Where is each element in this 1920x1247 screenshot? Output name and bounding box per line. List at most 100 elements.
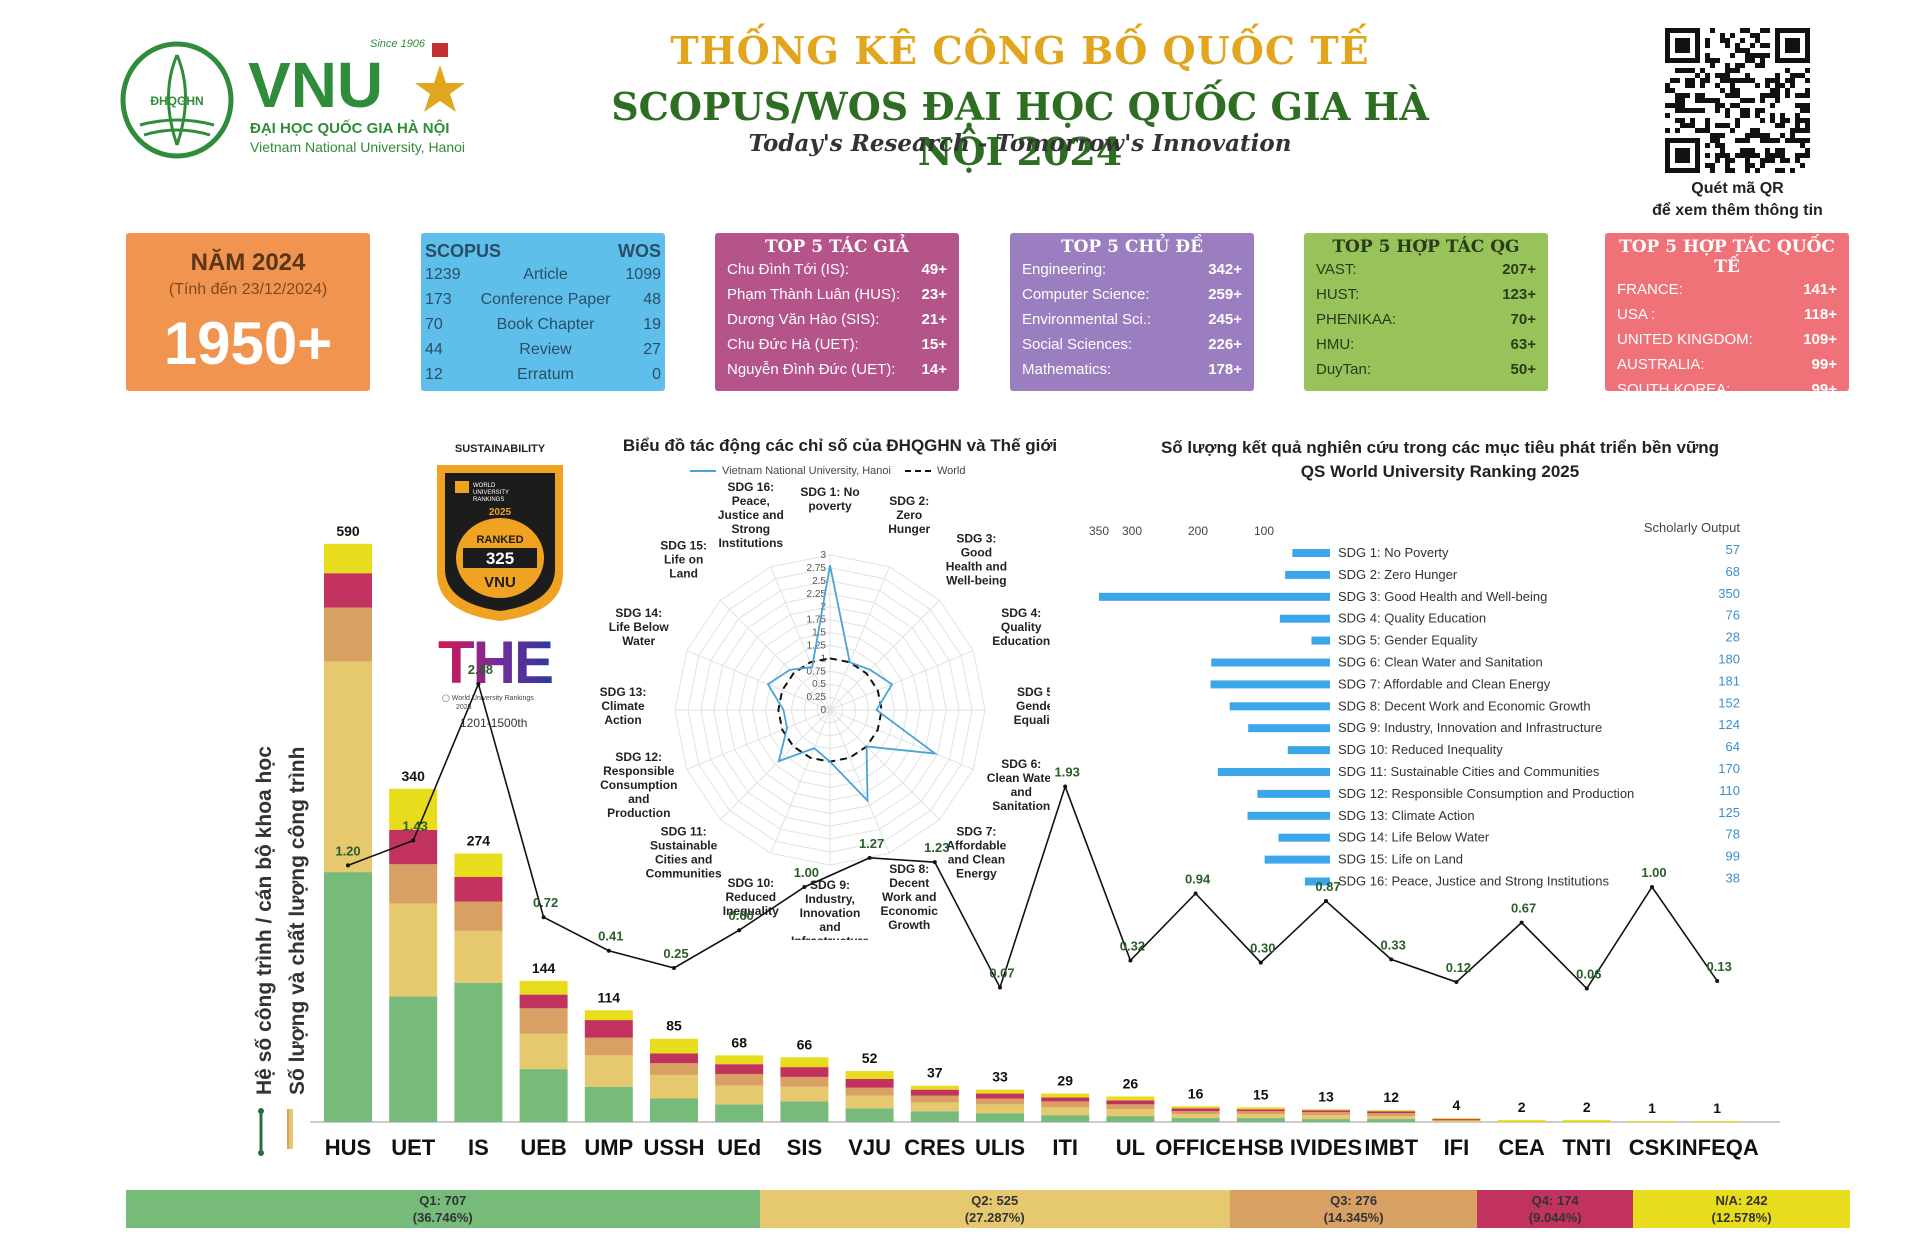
- item-name: Chu Đình Tới (IS):: [727, 261, 850, 278]
- ratio-label: 0.72: [533, 895, 558, 910]
- wos-count: 48: [643, 291, 661, 308]
- wos-count: 1099: [625, 266, 661, 283]
- bar-segment-q4: [1106, 1100, 1155, 1105]
- logo-name-vi: ĐẠI HỌC QUỐC GIA HÀ NỘI: [250, 119, 449, 137]
- radar-axis-label: SDG 6: Clean Water and Sanitation: [987, 757, 1050, 813]
- x-tick-label: 200: [1188, 524, 1208, 538]
- main-title-line2: SCOPUS/WOS ĐẠI HỌC QUỐC GIA HÀ NỘI 2024: [611, 84, 1429, 174]
- sdg-bar: [1292, 549, 1330, 557]
- bar-segment-q3: [1041, 1101, 1090, 1108]
- bar-total-label: 340: [402, 768, 426, 784]
- quartile-percent: (36.746%): [412, 1210, 473, 1225]
- radar-tick-label: 2.75: [807, 563, 827, 574]
- quartile-percent: (12.578%): [1711, 1210, 1772, 1225]
- category-tick-label: ITI: [1052, 1135, 1078, 1160]
- list-item: FRANCE: 141+: [1605, 277, 1849, 302]
- bar-segment-q3: [910, 1095, 959, 1103]
- scopus-count: 12: [425, 366, 443, 383]
- publication-type: Article: [523, 266, 568, 283]
- radar-axis-label: SDG 10: Reduced Inequality: [723, 876, 779, 918]
- as-of-date: (Tính đến 23/12/2024): [168, 281, 328, 298]
- sdg-value-label: 170: [1718, 761, 1740, 776]
- bar-segment-q3: [1106, 1104, 1155, 1110]
- bar-segment-na: [1432, 1118, 1481, 1120]
- y-axis-label-line: Hệ số công trình / cán bộ khoa học: [253, 746, 276, 1095]
- category-tick-label: INFEQA: [1676, 1135, 1759, 1160]
- bar-total-label: 26: [1123, 1076, 1139, 1092]
- ratio-point: [411, 838, 416, 843]
- ratio-label: 0.94: [1185, 871, 1211, 886]
- bar-segment-q3: [389, 864, 438, 904]
- ratio-point: [1650, 885, 1654, 889]
- list-item: Chu Đình Tới (IS): 49+: [715, 257, 959, 282]
- quartile-segment-q4: Q4: 174 (9.044%): [1477, 1190, 1634, 1228]
- quartile-summary-bar: Q1: 707 (36.746%) Q2: 525 (27.287%) Q3: 276 (…: [126, 1190, 1850, 1228]
- bar-segment-q2: [1236, 1114, 1285, 1119]
- sdg-output-bar-chart: Scholarly Output 350 300 200 100 SDG 1: No Po…: [1089, 520, 1740, 889]
- ratio-point: [1324, 899, 1328, 904]
- list-item: Phạm Thành Luân (HUS): 23+: [715, 282, 959, 307]
- item-value: 15+: [921, 336, 947, 353]
- bar-segment-q2: [1302, 1115, 1350, 1120]
- item-value: 207+: [1502, 261, 1536, 278]
- sustainability-label: SUSTAINABILITY: [454, 443, 546, 455]
- sdg-value-label: 110: [1719, 783, 1740, 798]
- ratio-point: [476, 681, 481, 686]
- qr-code[interactable]: [1665, 28, 1810, 173]
- qs-rank-number: 325: [486, 549, 514, 568]
- category-tick-label: UL: [1116, 1135, 1145, 1160]
- qs-line3: RANKINGS: [473, 497, 504, 503]
- item-name: Phạm Thành Luân (HUS):: [727, 286, 901, 303]
- bar-segment-q3: [454, 901, 503, 931]
- item-name: PHENIKAA:: [1316, 311, 1397, 328]
- scopus-count: 1239: [425, 266, 461, 283]
- bar-segment-q3: [519, 1008, 568, 1034]
- bar-segment-q3: [1236, 1111, 1285, 1115]
- bar-segment-q3: [584, 1037, 633, 1056]
- year-summary-box: NĂM 2024 (Tính đến 23/12/2024) 1950+: [126, 233, 370, 391]
- the-caption-1: World University Rankings: [451, 695, 534, 702]
- bar-segment-na: [1562, 1120, 1611, 1122]
- category-tick-label: VJU: [848, 1135, 891, 1160]
- bar-segment-q3: [1171, 1111, 1220, 1115]
- sdg-value-label: 68: [1726, 564, 1740, 579]
- sdg-bar-title-line2: QS World University Ranking 2025: [1300, 462, 1580, 481]
- ratio-line: [347, 681, 1718, 990]
- publication-type-row: 173 Conference Paper 48: [421, 287, 665, 312]
- bar-segment-q3: [650, 1063, 698, 1075]
- item-name: USA :: [1617, 306, 1656, 323]
- bar-segment-q2: [389, 903, 438, 997]
- sdg-category-label: SDG 1: No Poverty: [1338, 545, 1449, 560]
- category-tick-label: UET: [391, 1135, 436, 1160]
- radar-spoke: [829, 709, 974, 770]
- ratio-label: 0.06: [1576, 967, 1601, 982]
- bar-total-label: 37: [927, 1065, 943, 1081]
- top-authors-box: TOP 5 TÁC GIẢ Chu Đình Tới (IS): 49+ Phạm …: [715, 233, 959, 391]
- quartile-count: Q2: 525: [971, 1193, 1019, 1208]
- ratio-point: [1454, 980, 1459, 985]
- list-item: Environmental Sci.: 245+: [1010, 307, 1254, 332]
- bar-segment-q3: [845, 1087, 894, 1096]
- bar-segment-q2: [584, 1055, 633, 1087]
- star-icon: [415, 65, 465, 112]
- ratio-point: [1063, 784, 1068, 789]
- sdg-category-label: SDG 6: Clean Water and Sanitation: [1338, 655, 1543, 670]
- year-label: NĂM 2024: [190, 249, 306, 276]
- bar-segment-q3: [1367, 1113, 1416, 1117]
- publication-type: Book Chapter: [496, 316, 595, 333]
- ratio-label: 1.00: [794, 865, 819, 880]
- logo-mark-text: ĐHQGHN: [150, 94, 203, 108]
- bar-segment-q4: [1302, 1110, 1350, 1113]
- category-tick-label: UEd: [717, 1135, 761, 1160]
- sdg-value-label: 38: [1726, 871, 1740, 886]
- quartile-count: Q1: 707: [419, 1193, 467, 1208]
- ratio-label: 0.30: [1250, 941, 1275, 956]
- bar-segment-na: [780, 1057, 829, 1068]
- ratio-point: [1258, 960, 1263, 965]
- ratio-point: [1128, 958, 1133, 963]
- quartile-count: Q3: 276: [1330, 1193, 1378, 1208]
- bar-total-label: 29: [1057, 1073, 1073, 1089]
- bar-segment-q1: [715, 1104, 764, 1122]
- category-tick-label: IMBT: [1364, 1135, 1418, 1160]
- radar-tick-label: 1.75: [807, 615, 827, 626]
